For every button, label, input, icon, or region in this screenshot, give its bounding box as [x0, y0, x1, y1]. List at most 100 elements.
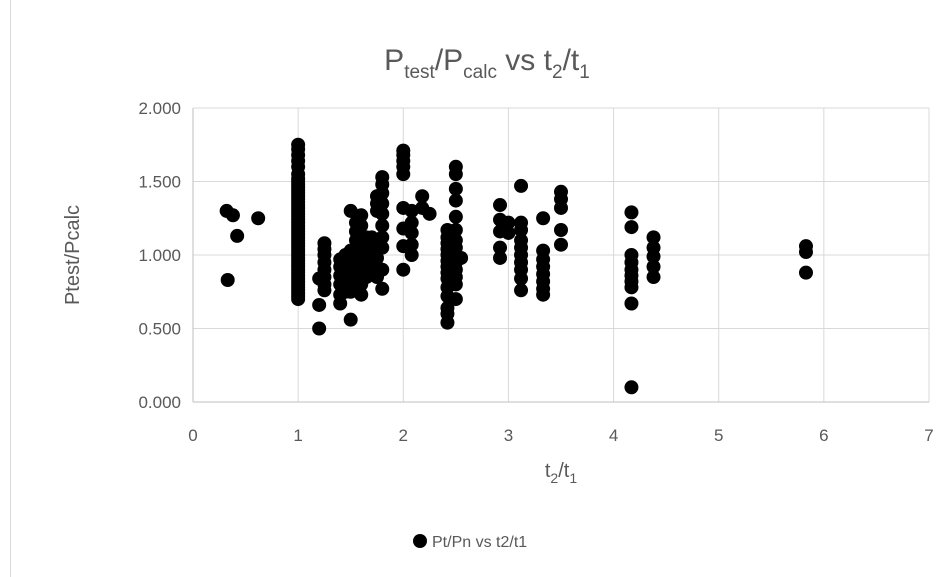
- x-tick-label: 7: [924, 426, 933, 445]
- data-point: [312, 297, 327, 312]
- xlabel-sub-1: 1: [569, 470, 577, 486]
- data-point: [536, 243, 551, 258]
- data-point: [375, 196, 390, 211]
- data-point: [225, 208, 240, 223]
- legend-marker: [413, 534, 427, 548]
- data-point: [220, 272, 235, 287]
- axes: [192, 108, 929, 403]
- data-point: [493, 250, 508, 265]
- title-part-mid: /P: [435, 44, 463, 77]
- data-point: [624, 220, 639, 235]
- data-point: [554, 184, 568, 199]
- xlabel-part-mid: /t: [558, 460, 570, 482]
- data-point: [370, 250, 384, 265]
- data-point: [251, 211, 266, 226]
- data-point: [646, 259, 661, 274]
- data-point: [448, 223, 463, 238]
- data-point: [493, 198, 508, 213]
- data-point: [404, 215, 419, 230]
- data-point: [291, 137, 306, 152]
- y-tick-label: 2.000: [138, 99, 181, 118]
- data-point: [501, 225, 516, 240]
- data-point: [554, 223, 568, 238]
- data-point: [448, 292, 463, 307]
- data-point: [646, 230, 661, 245]
- data-point: [354, 287, 369, 302]
- data-point: [514, 215, 529, 230]
- xlabel-part-main: t: [545, 460, 551, 482]
- data-point: [375, 170, 390, 185]
- data-point: [422, 206, 437, 221]
- x-tick-label: 1: [293, 426, 302, 445]
- data-point: [440, 300, 455, 315]
- y-tick-label: 1.000: [138, 246, 181, 265]
- data-point: [448, 159, 463, 174]
- data-point: [493, 240, 508, 255]
- x-tick-label: 2: [399, 426, 408, 445]
- y-tick-label: 0.500: [138, 320, 181, 339]
- title-part-main: P: [384, 44, 404, 77]
- data-point: [448, 193, 463, 208]
- data-point: [354, 218, 369, 233]
- data-point: [404, 248, 419, 262]
- data-point: [312, 321, 327, 336]
- y-axis-title: Ptest/Pcalc: [62, 205, 84, 305]
- data-point: [364, 230, 379, 245]
- data-point: [415, 189, 430, 204]
- data-point: [514, 283, 529, 298]
- x-axis-title: t2/t1: [545, 460, 577, 486]
- data-point: [404, 203, 419, 218]
- data-point: [396, 143, 411, 158]
- title-sub-1: 1: [579, 62, 590, 83]
- x-tick-label: 4: [609, 426, 618, 445]
- data-point: [375, 206, 390, 221]
- title-sub-2: 2: [552, 62, 563, 83]
- x-tick-label: 6: [819, 426, 828, 445]
- title-part-rest: vs t: [497, 44, 553, 77]
- data-point: [396, 262, 411, 277]
- data-point: [514, 233, 529, 248]
- chart-area: Ptest/Pcalc vs t2/t1 0.000 0.500 1.000 1.50…: [10, 0, 950, 577]
- y-tick-label: 0.000: [138, 393, 181, 412]
- data-point: [448, 233, 463, 248]
- y-tick-label: 1.500: [138, 173, 181, 192]
- title-sub-test: test: [404, 62, 435, 83]
- data-point: [448, 181, 463, 196]
- data-point: [343, 203, 358, 218]
- legend-label: Pt/Pn vs t2/t1: [432, 534, 527, 551]
- data-points: [219, 137, 813, 395]
- data-point: [354, 208, 369, 223]
- data-point: [454, 250, 469, 265]
- x-tick-label: 0: [188, 426, 197, 445]
- data-point: [554, 237, 568, 252]
- chart-title: Ptest/Pcalc vs t2/t1: [384, 44, 590, 83]
- data-point: [343, 312, 358, 327]
- data-point: [536, 211, 551, 226]
- scatter-chart: Ptest/Pcalc vs t2/t1 0.0000.5001.0001.50…: [62, 44, 934, 551]
- x-tick-label: 3: [504, 426, 513, 445]
- data-point: [317, 236, 332, 251]
- data-point: [798, 239, 813, 254]
- data-point: [798, 265, 813, 280]
- xlabel-sub-2: 2: [550, 470, 558, 486]
- data-point: [375, 262, 390, 277]
- legend: Pt/Pn vs t2/t1: [413, 534, 527, 551]
- data-point: [501, 215, 516, 230]
- data-point: [375, 218, 390, 233]
- data-point: [646, 240, 661, 255]
- data-point: [624, 248, 639, 262]
- data-point: [375, 230, 390, 245]
- title-sub-calc: calc: [463, 62, 497, 83]
- data-point: [624, 380, 639, 395]
- data-point: [624, 296, 639, 311]
- tick-labels: 0.000 0.500 1.000 1.500 2.000 0 1 2 3 4 5 6 7: [138, 99, 933, 445]
- data-point: [624, 205, 639, 220]
- data-point: [448, 209, 463, 224]
- data-point: [375, 281, 390, 296]
- title-part-slash: /t: [563, 44, 580, 77]
- data-point: [646, 270, 661, 285]
- data-point: [514, 178, 529, 193]
- data-point: [375, 240, 390, 255]
- data-point: [230, 228, 245, 243]
- x-tick-label: 5: [714, 426, 723, 445]
